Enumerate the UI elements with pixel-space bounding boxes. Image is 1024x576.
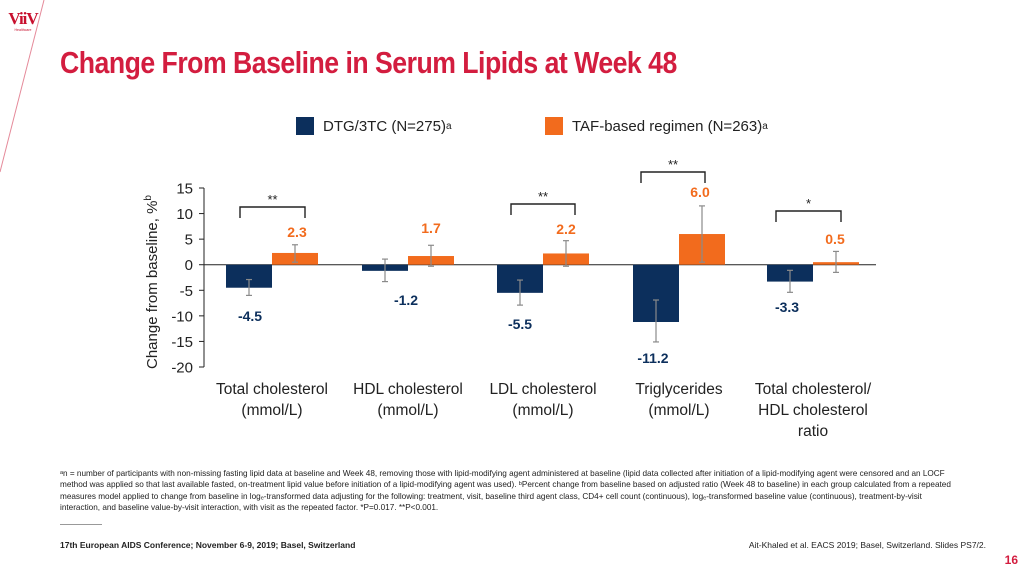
value-label-dtg: -11.2 [637,350,668,366]
value-label-taf: 1.7 [421,220,441,236]
significance-marker: ** [538,189,548,204]
value-label-dtg: -1.2 [394,292,418,308]
legend-sup-dtg: a [445,120,452,132]
value-label-dtg: -5.5 [508,316,532,332]
y-tick-label: 0 [185,257,193,274]
y-tick-label: -20 [171,360,193,377]
footnote-line: measures model applied to change from ba… [60,491,922,501]
significance-marker: ** [668,157,678,172]
category-label: HDL cholesterol [758,402,868,419]
page-title: Change From Baseline in Serum Lipids at … [60,45,677,80]
value-label-taf: 0.5 [825,231,845,247]
category-label: (mmol/L) [512,402,573,419]
y-tick-label: -5 [180,283,193,300]
category-label: Total cholesterol [216,381,328,398]
footer-divider [60,524,102,525]
logo-subtext: Healthcare [14,28,32,32]
lipid-change-chart: 15 10 5 0 -5 -10 -15 -20 Change from baseline, %… [143,157,876,440]
y-axis-title-sup: b [143,195,154,201]
logo-mark: ViiV [8,9,38,28]
legend-sup-taf: a [762,120,768,132]
bar-dtg [226,264,272,288]
y-tick-label: -10 [171,308,193,325]
significance-bracket [239,206,306,218]
value-label-taf: 6.0 [690,184,710,200]
legend-label-dtg: DTG/3TC (N=275) [323,117,446,135]
legend-item-taf: TAF-based regimen (N=263) a [545,117,768,135]
legend-swatch-taf [545,117,563,135]
category-label: HDL cholesterol [353,381,463,398]
y-axis-title: Change from baseline, %b [143,195,161,369]
legend-item-dtg: DTG/3TC (N=275) a [296,117,452,135]
significance-marker: ** [267,192,277,207]
category-label: Total cholesterol/ [755,381,872,398]
page-number: 16 [1004,553,1018,567]
category-label: (mmol/L) [648,402,709,419]
footnote-line: ᵃn = number of participants with non-mis… [60,469,945,478]
footnote-line: interaction, and baseline value-by-visit… [60,503,439,513]
category-label: (mmol/L) [377,402,438,419]
reference-text: Ait-Khaled et al. EACS 2019; Basel, Swit… [748,540,986,550]
y-tick-label: 10 [176,206,193,223]
category-label: LDL cholesterol [489,381,596,398]
value-label-taf: 2.3 [287,224,307,240]
viiv-logo: ViiV Healthcare [8,9,38,33]
legend-swatch-dtg [296,117,314,135]
significance-marker: * [806,196,811,211]
footnote-line: method was applied so that last availabl… [60,480,951,490]
value-label-dtg: -4.5 [238,308,262,324]
category-label: (mmol/L) [241,402,302,419]
category-label: ratio [798,423,828,440]
significance-bracket [775,210,842,222]
value-label-dtg: -3.3 [775,299,799,315]
value-label-taf: 2.2 [556,221,576,237]
legend-label-taf: TAF-based regimen (N=263) [572,117,763,135]
corner-accent-line [0,0,45,173]
y-tick-label: -15 [171,334,193,351]
significance-bracket [510,203,576,215]
conference-text: 17th European AIDS Conference; November … [60,540,356,550]
y-axis-title-text: Change from baseline, % [144,201,161,369]
footnote: ᵃn = number of participants with non-mis… [60,468,1000,514]
y-tick-label: 15 [176,181,193,198]
y-tick-label: 5 [185,232,193,249]
significance-bracket [640,171,706,183]
category-label: Triglycerides [635,381,723,398]
